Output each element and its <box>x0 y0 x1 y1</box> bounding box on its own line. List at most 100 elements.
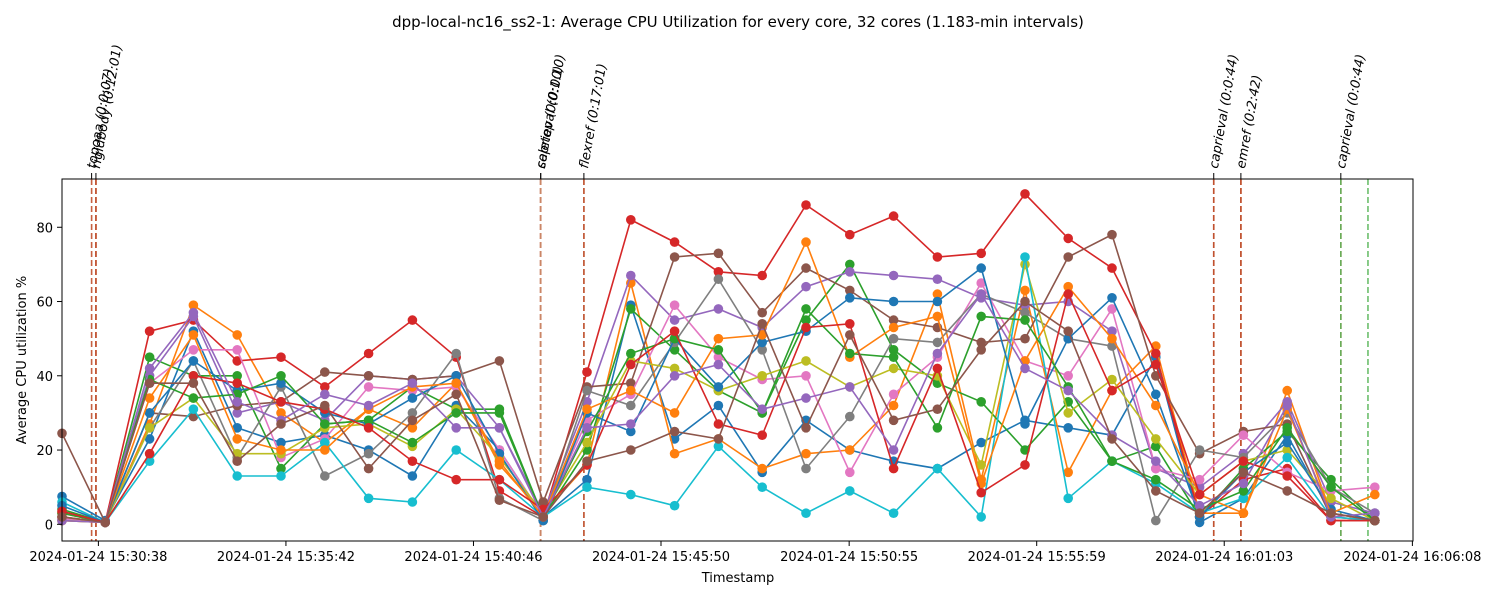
y-tick-label: 0 <box>45 518 53 533</box>
data-point <box>1194 489 1205 500</box>
data-point <box>451 474 462 485</box>
data-point <box>1107 304 1117 314</box>
data-point <box>888 508 899 518</box>
data-point <box>1326 508 1336 518</box>
data-point <box>320 445 330 455</box>
data-point <box>1151 515 1161 526</box>
data-point <box>845 319 855 329</box>
data-point <box>888 322 899 333</box>
data-point <box>144 423 155 433</box>
data-point <box>1063 281 1073 292</box>
y-tick-label: 40 <box>36 370 53 385</box>
data-point <box>845 411 855 422</box>
data-point <box>1107 456 1117 467</box>
data-point <box>888 463 899 474</box>
data-point <box>932 274 943 285</box>
data-point <box>1151 348 1161 359</box>
data-point <box>582 437 592 448</box>
x-tick-label: 2024-01-24 16:01:03 <box>1155 550 1293 565</box>
data-point <box>1151 434 1161 444</box>
data-point <box>757 307 767 318</box>
data-point <box>713 248 724 259</box>
data-point <box>144 434 155 444</box>
data-point <box>363 400 374 411</box>
data-point <box>845 285 855 296</box>
y-axis: 0 20 40 60 80 <box>36 221 62 533</box>
data-point <box>801 200 811 210</box>
data-point <box>888 345 899 355</box>
data-point <box>144 408 155 418</box>
data-point <box>932 423 943 433</box>
data-point <box>1151 463 1161 474</box>
event-label: flexref (0:17:01) <box>577 62 610 169</box>
data-point <box>232 408 242 418</box>
data-point <box>801 322 811 333</box>
data-point <box>144 378 155 389</box>
data-point <box>1063 423 1073 433</box>
data-point <box>976 345 986 355</box>
data-point <box>232 356 242 366</box>
data-point <box>1238 493 1249 504</box>
data-point <box>582 367 592 377</box>
event-label: caprieval (0:0:44) <box>1334 53 1369 170</box>
data-point <box>1063 408 1073 418</box>
data-point <box>626 400 636 411</box>
data-point <box>801 315 811 325</box>
data-point <box>1063 289 1073 299</box>
data-point <box>888 389 899 400</box>
data-point <box>276 378 286 389</box>
data-point <box>1020 307 1030 318</box>
chart-title: dpp-local-nc16_ss2-1: Average CPU Utiliz… <box>392 13 1084 32</box>
data-point <box>1282 400 1292 411</box>
data-point <box>1107 333 1117 344</box>
data-point <box>669 326 680 337</box>
data-point <box>888 352 899 363</box>
data-point <box>888 211 899 221</box>
data-point <box>801 281 811 292</box>
data-point <box>713 304 724 314</box>
data-point <box>757 330 767 340</box>
data-point <box>845 445 855 455</box>
plot-frame <box>61 178 1414 542</box>
data-point <box>188 300 199 311</box>
data-point <box>1282 437 1292 448</box>
data-point <box>407 437 418 448</box>
data-point <box>407 408 418 418</box>
data-point <box>713 333 724 344</box>
data-point <box>320 382 330 392</box>
data-point <box>669 371 680 381</box>
data-point <box>976 337 986 348</box>
data-point <box>1151 400 1161 411</box>
data-point <box>888 270 899 281</box>
data-point <box>713 345 724 355</box>
data-point <box>757 482 767 493</box>
data-point <box>845 348 855 359</box>
data-point <box>1107 326 1117 337</box>
data-point <box>276 419 286 429</box>
data-point <box>407 378 418 389</box>
data-point <box>1370 489 1380 500</box>
data-point <box>188 307 199 318</box>
x-tick-label: 2024-01-24 15:45:50 <box>592 550 730 565</box>
data-point <box>320 367 330 377</box>
data-point <box>1020 333 1030 344</box>
data-point <box>494 356 505 366</box>
data-point <box>1020 252 1030 262</box>
y-axis-label: Average CPU utilization % <box>15 276 30 444</box>
data-point <box>1282 423 1292 433</box>
data-point <box>976 248 986 259</box>
data-point <box>801 393 811 403</box>
data-point <box>188 371 199 381</box>
data-point <box>669 408 680 418</box>
data-point <box>888 333 899 344</box>
data-point <box>757 270 767 281</box>
data-point <box>232 330 242 340</box>
data-point <box>976 278 986 288</box>
data-point <box>845 259 855 270</box>
data-point <box>801 263 811 273</box>
data-point <box>538 497 548 507</box>
data-point <box>276 437 286 448</box>
data-point <box>801 423 811 433</box>
data-point <box>363 448 374 459</box>
data-point <box>1107 385 1117 396</box>
